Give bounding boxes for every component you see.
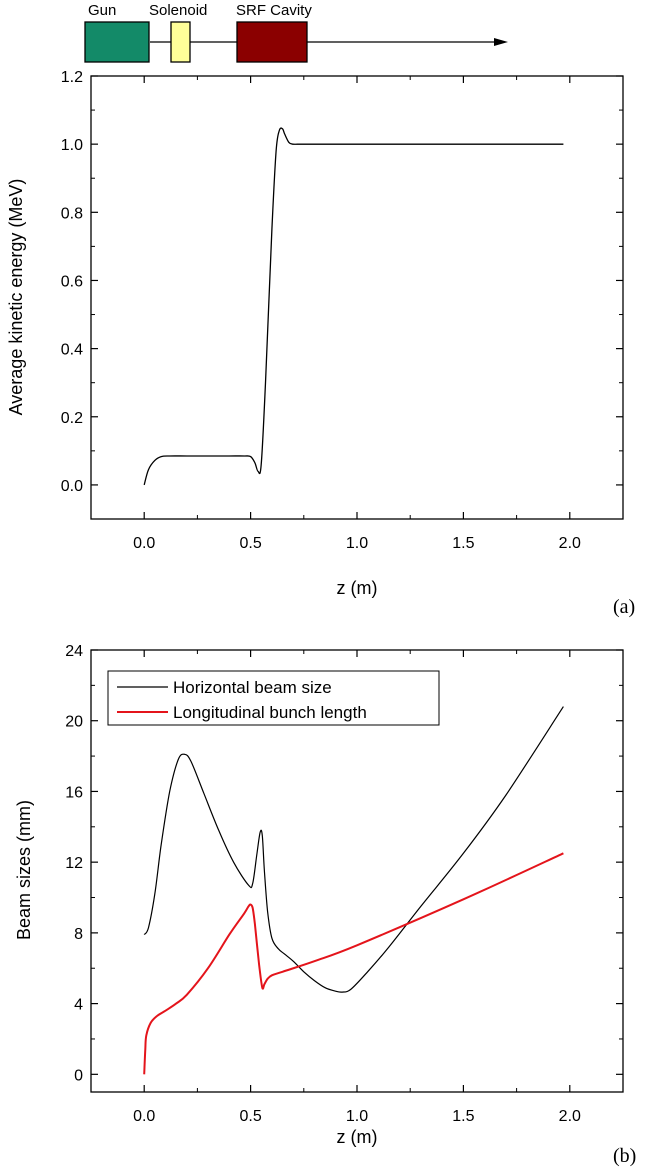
x-axis-title-beam-sizes: z (m) — [337, 1127, 378, 1147]
beamline-schematic: Gun Solenoid SRF Cavity — [84, 2, 508, 63]
y-tick-label-beam-sizes: 16 — [65, 784, 83, 801]
series-energy — [143, 127, 564, 486]
y-tick-label-energy: 0.8 — [61, 205, 83, 222]
x-tick-label-beam-sizes: 1.0 — [346, 1108, 368, 1125]
panel-label-b: (b) — [613, 1145, 636, 1167]
y-tick-label-beam-sizes: 20 — [65, 714, 83, 731]
x-tick-label-energy: 0.0 — [133, 535, 155, 552]
srf-cavity-label: SRF Cavity — [236, 2, 312, 19]
y-tick-label-energy: 1.0 — [61, 137, 83, 154]
y-tick-label-beam-sizes: 0 — [74, 1067, 83, 1084]
x-tick-label-beam-sizes: 2.0 — [559, 1108, 581, 1125]
y-tick-label-energy: 0.6 — [61, 273, 83, 290]
solenoid-block — [170, 21, 191, 63]
solenoid-label: Solenoid — [149, 2, 207, 19]
legend-label-longitudinal: Longitudinal bunch length — [173, 703, 367, 722]
gun-block — [84, 21, 150, 63]
series-line-beam-sizes-1 — [143, 852, 564, 1075]
chart-beam-sizes: 0.0 0.5 1.0 1.5 2.0 0 4 8 12 16 20 24 Horizontal be… — [14, 643, 636, 1167]
y-tick-label-beam-sizes: 4 — [74, 997, 83, 1014]
x-tick-label-energy: 0.5 — [239, 535, 261, 552]
legend: Horizontal beam size Longitudinal bunch … — [107, 670, 440, 726]
legend-label-horizontal: Horizontal beam size — [173, 678, 332, 697]
srf-cavity-block — [236, 21, 308, 63]
y-tick-label-energy: 0.2 — [61, 410, 83, 427]
panel-label-a: (a) — [613, 596, 635, 618]
y-tick-label-energy: 1.2 — [61, 69, 83, 86]
y-tick-label-beam-sizes: 8 — [74, 926, 83, 943]
legend-box — [107, 670, 440, 726]
y-tick-label-energy: 0.0 — [61, 478, 83, 495]
beamline-arrowhead — [494, 38, 508, 46]
y-tick-label-beam-sizes: 12 — [65, 855, 83, 872]
x-tick-label-energy: 1.5 — [452, 535, 474, 552]
x-tick-label-energy: 2.0 — [559, 535, 581, 552]
ticks-energy: 0.0 0.5 1.0 1.5 2.0 0.0 0.2 0.4 0.6 0.8 1.0 1.2 — [61, 69, 623, 552]
y-axis-title-energy: Average kinetic energy (MeV) — [6, 179, 26, 416]
chart-energy: 0.0 0.5 1.0 1.5 2.0 0.0 0.2 0.4 0.6 0.8 1.0 1.2 z (… — [6, 69, 635, 618]
x-tick-label-beam-sizes: 1.5 — [452, 1108, 474, 1125]
y-tick-label-energy: 0.4 — [61, 342, 83, 359]
plot-frame-energy — [90, 75, 624, 520]
series-line-energy-0 — [143, 127, 564, 486]
x-tick-label-beam-sizes: 0.0 — [133, 1108, 155, 1125]
x-axis-title-energy: z (m) — [337, 578, 378, 598]
gun-label: Gun — [88, 2, 116, 19]
series-beam-sizes — [143, 706, 564, 1075]
y-tick-label-beam-sizes: 24 — [65, 643, 83, 660]
x-tick-label-energy: 1.0 — [346, 535, 368, 552]
x-tick-label-beam-sizes: 0.5 — [239, 1108, 261, 1125]
series-line-beam-sizes-0 — [143, 706, 564, 993]
ticks-beam-sizes: 0.0 0.5 1.0 1.5 2.0 0 4 8 12 16 20 24 — [65, 643, 623, 1125]
y-axis-title-beam-sizes: Beam sizes (mm) — [14, 800, 34, 940]
